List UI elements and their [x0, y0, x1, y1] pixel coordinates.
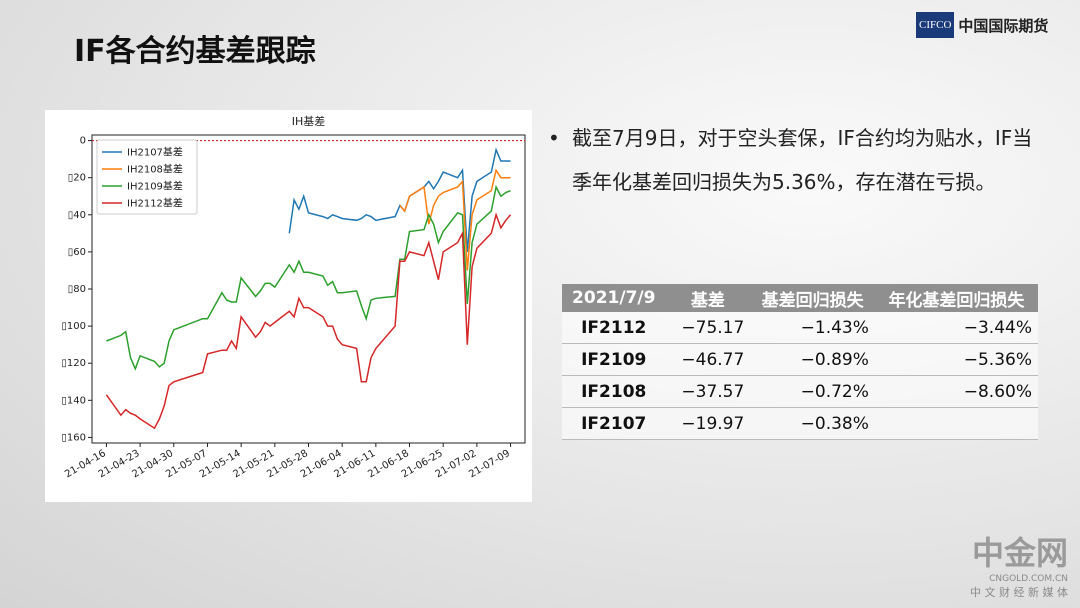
y-tick-label: ▯140: [61, 395, 86, 406]
series-line: [105, 212, 512, 430]
table-cell: IF2112: [562, 312, 666, 344]
logo-mark: CIFCO: [916, 12, 955, 38]
y-tick-label: ▯80: [68, 284, 86, 295]
table-row: IF2108 −37.57 −0.72% −8.60%: [562, 375, 1038, 408]
chart: IH基差0▯20▯40▯60▯80▯100▯120▯140▯16021-04-1…: [61, 114, 526, 480]
table-cell: −0.89%: [750, 343, 875, 376]
table-cell: IF2108: [562, 375, 666, 408]
legend-box: [96, 139, 198, 215]
legend-label: IH2107基差: [127, 146, 183, 159]
table-row: IF2112 −75.17 −1.43% −3.44%: [562, 312, 1038, 344]
chart-title: IH基差: [292, 114, 326, 128]
table-body: IF2112 −75.17 −1.43% −3.44% IF2109 −46.77 −0.8…: [562, 312, 1038, 440]
slide-title: IF各合约基差跟踪: [74, 34, 316, 69]
table-cell: −0.72%: [750, 375, 875, 408]
series-line: [399, 168, 511, 271]
header-cell: 年化基差回归损失: [874, 284, 1038, 312]
y-tick-label: ▯160: [61, 432, 86, 443]
bullet-text: 截至7月9日，对于空头套保，IF合约均为贴水，IF当季年化基差回归损失为5.36…: [548, 116, 1052, 204]
table-cell: −46.77: [665, 343, 751, 376]
table-cell: −75.17: [665, 312, 751, 344]
logo-text: 中国国际期货: [958, 16, 1049, 35]
table-cell: −19.97: [665, 407, 751, 440]
table-cell: [874, 407, 1038, 440]
series-line: [288, 147, 511, 252]
header-cell: 2021/7/9: [562, 284, 666, 312]
basis-table: 2021/7/9 基差 基差回归损失 年化基差回归损失 IF2112 −75.17 −1.4…: [562, 284, 1038, 440]
legend-label: IH2109基差: [127, 180, 183, 193]
legend-label: IH2112基差: [127, 197, 183, 210]
header-row: 2021/7/9 基差 基差回归损失 年化基差回归损失: [562, 284, 1038, 312]
table-cell: −5.36%: [874, 343, 1038, 376]
table-row: IF2107 −19.97 −0.38%: [562, 407, 1038, 440]
watermark-url: CNGOLD.COM.CN: [989, 574, 1068, 584]
watermark: 中金网 CNGOLD.COM.CN 中 文 财 经 新 媒 体: [970, 528, 1068, 600]
table-cell: −0.38%: [750, 407, 875, 440]
y-tick-label: ▯120: [61, 358, 86, 369]
watermark-name: 中金网: [971, 534, 1068, 572]
logo: CIFCO 中国国际期货: [916, 12, 1048, 38]
series-line: [106, 184, 511, 371]
chart-panel: IH基差 0 ▯20 ▯40 ▯60 ▯80 ▯100 ▯120 ▯140 ▯160 21-04-1…: [45, 110, 532, 502]
y-tick-label: ▯20: [68, 173, 86, 184]
y-tick-label: ▯100: [61, 321, 86, 332]
y-tick-label: ▯40: [68, 210, 86, 221]
table-cell: −8.60%: [874, 375, 1038, 408]
table-cell: −3.44%: [874, 312, 1038, 344]
y-tick-label: ▯60: [68, 247, 86, 258]
header-cell: 基差回归损失: [750, 284, 875, 312]
header-cell: 基差: [665, 284, 751, 312]
watermark-slogan: 中 文 财 经 新 媒 体: [970, 586, 1068, 599]
table-row: IF2109 −46.77 −0.89% −5.36%: [562, 343, 1038, 376]
table-cell: −1.43%: [750, 312, 875, 344]
y-tick-label: 0: [80, 136, 86, 147]
table-cell: IF2109: [562, 343, 666, 376]
table-cell: −37.57: [665, 375, 751, 408]
legend-label: IH2108基差: [127, 163, 183, 176]
table-cell: IF2107: [562, 407, 666, 440]
